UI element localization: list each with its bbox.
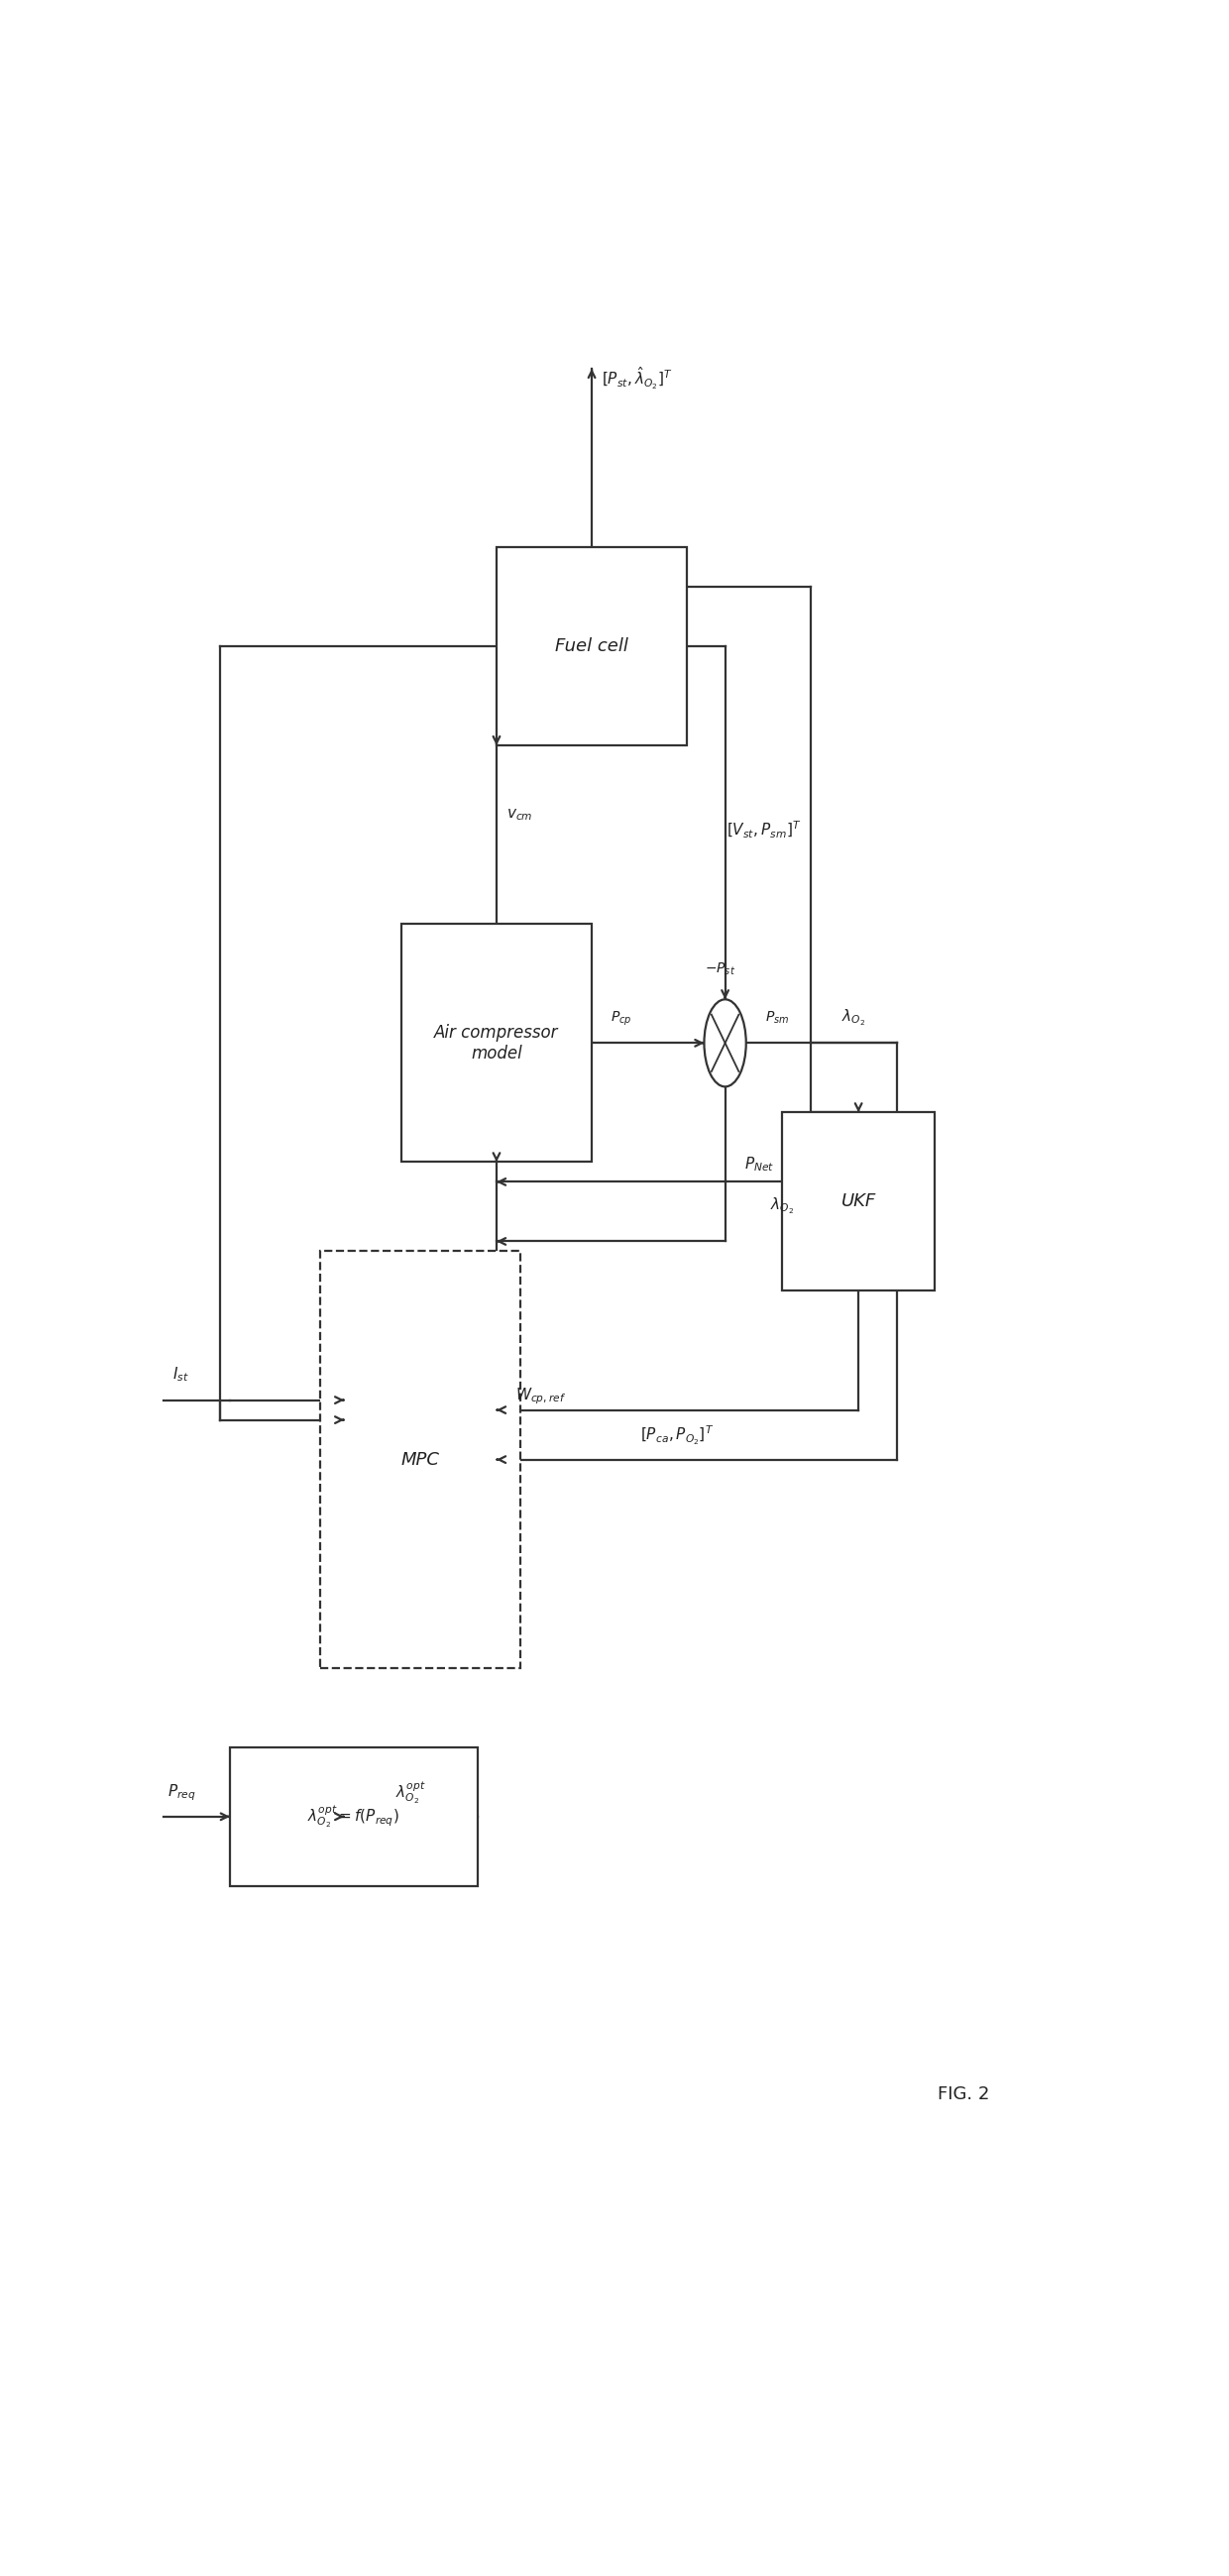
Circle shape [704, 999, 746, 1087]
FancyBboxPatch shape [401, 925, 591, 1162]
Text: $P_{Net}$: $P_{Net}$ [745, 1154, 774, 1172]
Text: $\lambda_{O_2}$: $\lambda_{O_2}$ [771, 1195, 794, 1216]
Text: $\lambda_{O_2}^{opt}$: $\lambda_{O_2}^{opt}$ [396, 1780, 426, 1806]
FancyBboxPatch shape [782, 1113, 935, 1291]
Text: MPC: MPC [401, 1450, 440, 1468]
Text: $[V_{st}, P_{sm}]^T$: $[V_{st}, P_{sm}]^T$ [726, 819, 801, 840]
Text: $I_{st}$: $I_{st}$ [172, 1365, 189, 1383]
Text: $[P_{ca}, P_{O_2}]^T$: $[P_{ca}, P_{O_2}]^T$ [640, 1425, 714, 1448]
Text: $v_{cm}$: $v_{cm}$ [506, 806, 532, 822]
Text: $P_{cp}$: $P_{cp}$ [611, 1010, 632, 1028]
FancyBboxPatch shape [230, 1747, 477, 1886]
Text: FIG. 2: FIG. 2 [938, 2087, 989, 2102]
Text: $W_{cp,ref}$: $W_{cp,ref}$ [516, 1386, 567, 1406]
Text: $\lambda_{O_2}$: $\lambda_{O_2}$ [842, 1007, 865, 1028]
Text: $\lambda_{O_2}^{opt} = f(P_{req})$: $\lambda_{O_2}^{opt} = f(P_{req})$ [307, 1803, 399, 1829]
Text: $- P_{st}$: $- P_{st}$ [705, 961, 736, 979]
Text: $[P_{st}, \hat{\lambda}_{O_2}]^T$: $[P_{st}, \hat{\lambda}_{O_2}]^T$ [601, 366, 672, 392]
Text: Air compressor
model: Air compressor model [434, 1023, 559, 1061]
Text: Fuel cell: Fuel cell [556, 636, 628, 654]
FancyBboxPatch shape [321, 1252, 520, 1667]
FancyBboxPatch shape [497, 546, 687, 744]
Text: UKF: UKF [841, 1193, 876, 1211]
FancyBboxPatch shape [344, 1301, 497, 1618]
Text: $P_{sm}$: $P_{sm}$ [766, 1010, 789, 1025]
Text: $P_{req}$: $P_{req}$ [168, 1783, 197, 1803]
